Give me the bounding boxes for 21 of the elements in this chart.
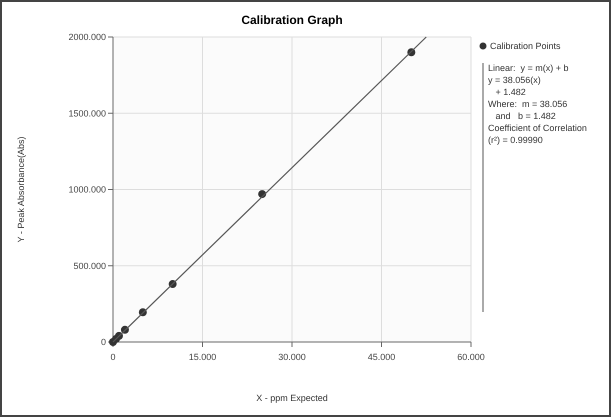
text: and b = 1.482	[488, 111, 556, 121]
text: Coefficient of Correlation	[488, 123, 587, 133]
y-tick-label: 1500.000	[68, 108, 106, 118]
chart-title: Calibration Graph	[241, 13, 343, 27]
y-tick-label: 2000.000	[68, 32, 106, 42]
legend-label: Calibration Points	[490, 41, 562, 51]
x-tick-label: 0	[110, 352, 116, 362]
y-tick-label: 1000.000	[68, 184, 106, 194]
text: (r²) = 0.99990	[488, 135, 543, 145]
text: y = 38.056(x)	[488, 75, 541, 85]
x-tick-label: 15.000	[188, 352, 216, 362]
text: Where: m = 38.056	[488, 99, 568, 109]
y-tick-label: 0	[100, 337, 106, 347]
x-tick-label: 45.000	[368, 352, 396, 362]
text: + 1.482	[488, 87, 526, 97]
y-tick-label: 500.000	[73, 260, 106, 271]
x-tick-label: 30.000	[278, 352, 306, 362]
y-axis-title: Y - Peak Absorbance(Abs)	[16, 136, 26, 242]
x-axis-title: X - ppm Expected	[256, 393, 328, 403]
text: Linear: y = m(x) + b	[488, 63, 569, 73]
x-tick-label: 60.000	[457, 352, 485, 362]
